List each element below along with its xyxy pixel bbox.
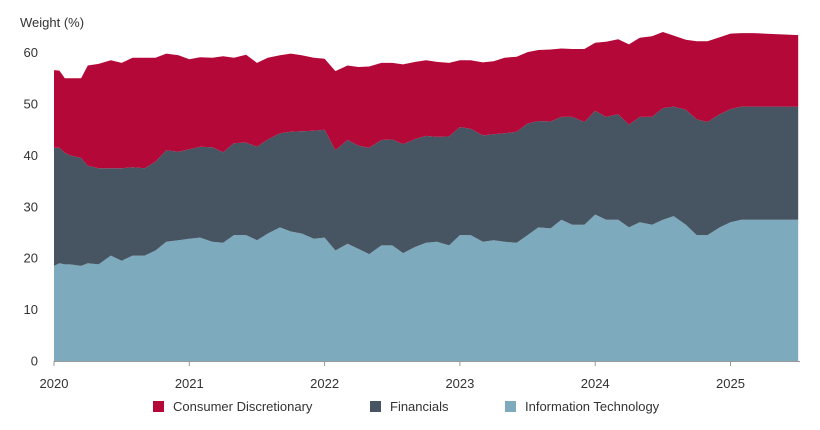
x-ticks: 2020 2021 2022 2023 2024 2025	[40, 361, 745, 391]
areas-group	[54, 32, 799, 361]
y-tick-label: 10	[24, 302, 38, 317]
x-tick-label: 2021	[175, 376, 204, 391]
legend-swatch	[370, 401, 381, 412]
legend-label: Financials	[390, 399, 449, 414]
y-tick-label: 20	[24, 251, 38, 266]
legend-swatch	[505, 401, 516, 412]
legend-label: Consumer Discretionary	[173, 399, 313, 414]
legend-item: Financials	[370, 399, 449, 414]
y-tick-label: 0	[31, 354, 38, 369]
series-area-consumer-discretionary	[54, 32, 799, 169]
y-axis-label: Weight (%)	[20, 15, 84, 30]
series-area-information-technology	[54, 214, 799, 361]
legend: Consumer Discretionary Financials Informat…	[0, 399, 820, 421]
y-tick-label: 40	[24, 148, 38, 163]
y-tick-label: 60	[24, 45, 38, 60]
legend-label: Information Technology	[525, 399, 660, 414]
legend-item: Consumer Discretionary	[153, 399, 312, 414]
y-tick-label: 30	[24, 199, 38, 214]
legend-item: Information Technology	[505, 399, 659, 414]
legend-swatch	[153, 401, 164, 412]
x-tick-label: 2022	[310, 376, 339, 391]
y-ticks: 0 10 20 30 40 50 60	[24, 45, 38, 368]
x-tick-label: 2020	[40, 376, 69, 391]
x-tick-label: 2024	[581, 376, 610, 391]
x-tick-label: 2023	[445, 376, 474, 391]
series-area-financials	[54, 106, 799, 266]
y-tick-label: 50	[24, 97, 38, 112]
x-tick-label: 2025	[716, 376, 745, 391]
